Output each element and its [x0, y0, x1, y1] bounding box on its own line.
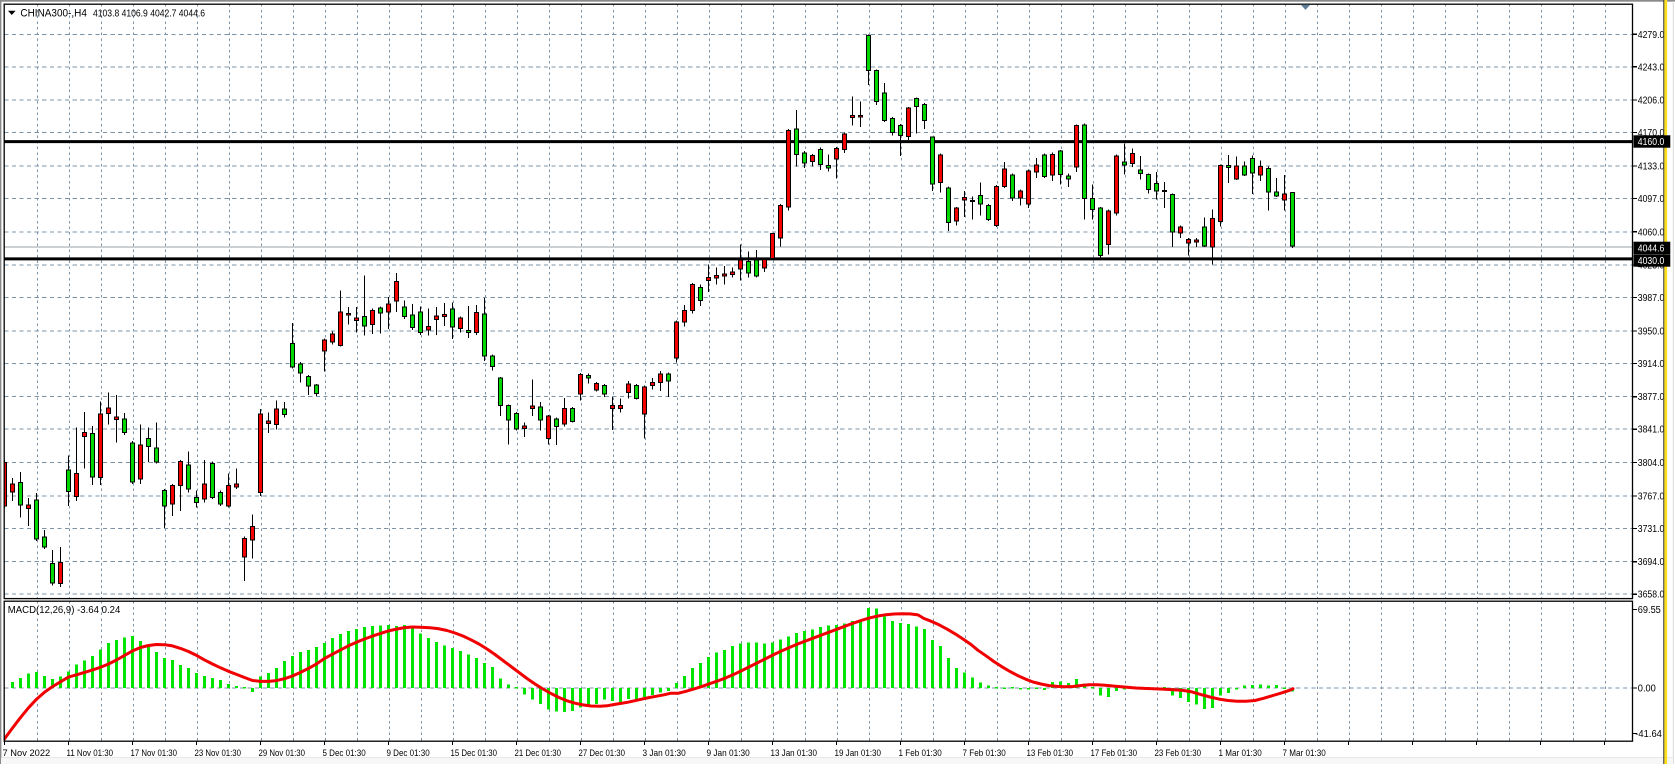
svg-text:3731.0: 3731.0 — [1638, 524, 1665, 535]
svg-text:3 Jan 01:30: 3 Jan 01:30 — [643, 748, 686, 759]
svg-text:3841.0: 3841.0 — [1638, 425, 1665, 436]
svg-text:11 Nov 01:30: 11 Nov 01:30 — [67, 748, 114, 759]
svg-text:27 Dec 01:30: 27 Dec 01:30 — [579, 748, 626, 759]
svg-text:9 Dec 01:30: 9 Dec 01:30 — [387, 748, 430, 759]
svg-text:4030.0: 4030.0 — [1638, 256, 1665, 267]
svg-text:7 Nov 2022: 7 Nov 2022 — [3, 748, 51, 759]
svg-text:3987.0: 3987.0 — [1638, 293, 1665, 304]
svg-text:4060.0: 4060.0 — [1638, 227, 1665, 238]
svg-text:23 Feb 01:30: 23 Feb 01:30 — [1155, 748, 1202, 759]
svg-text:3767.0: 3767.0 — [1638, 491, 1665, 502]
svg-text:0.00: 0.00 — [1638, 684, 1656, 695]
svg-text:4243.0: 4243.0 — [1638, 62, 1665, 73]
svg-text:15 Dec 01:30: 15 Dec 01:30 — [451, 748, 498, 759]
svg-text:MACD(12,26,9) -3.64 0.24: MACD(12,26,9) -3.64 0.24 — [8, 605, 121, 616]
svg-text:1 Feb 01:30: 1 Feb 01:30 — [899, 748, 942, 759]
svg-text:69.55: 69.55 — [1638, 605, 1661, 616]
svg-text:5 Dec 01:30: 5 Dec 01:30 — [323, 748, 366, 759]
svg-text:3658.0: 3658.0 — [1638, 590, 1665, 601]
svg-text:4160.0: 4160.0 — [1638, 137, 1665, 148]
svg-text:9 Jan 01:30: 9 Jan 01:30 — [707, 748, 750, 759]
svg-text:4103.8 4106.9 4042.7 4044.6: 4103.8 4106.9 4042.7 4044.6 — [93, 8, 205, 20]
svg-text:4206.0: 4206.0 — [1638, 96, 1665, 107]
svg-text:4044.6: 4044.6 — [1638, 244, 1665, 255]
svg-text:13 Jan 01:30: 13 Jan 01:30 — [771, 748, 818, 759]
svg-text:3804.0: 3804.0 — [1638, 458, 1665, 469]
svg-text:17 Feb 01:30: 17 Feb 01:30 — [1091, 748, 1138, 759]
svg-text:4170.0: 4170.0 — [1638, 128, 1665, 139]
svg-text:19 Jan 01:30: 19 Jan 01:30 — [835, 748, 882, 759]
svg-text:4279.0: 4279.0 — [1638, 30, 1665, 41]
svg-text:4097.0: 4097.0 — [1638, 194, 1665, 205]
svg-text:-41.64: -41.64 — [1635, 729, 1662, 740]
svg-text:29 Nov 01:30: 29 Nov 01:30 — [259, 748, 306, 759]
svg-text:23 Nov 01:30: 23 Nov 01:30 — [195, 748, 242, 759]
svg-text:17 Nov 01:30: 17 Nov 01:30 — [131, 748, 178, 759]
svg-text:3877.0: 3877.0 — [1638, 392, 1665, 403]
svg-text:3950.0: 3950.0 — [1638, 326, 1665, 337]
svg-text:1 Mar 01:30: 1 Mar 01:30 — [1219, 748, 1262, 759]
svg-text:13 Feb 01:30: 13 Feb 01:30 — [1027, 748, 1074, 759]
svg-text:CHINA300-,H4: CHINA300-,H4 — [20, 8, 87, 20]
svg-text:3914.0: 3914.0 — [1638, 359, 1665, 370]
svg-text:4133.0: 4133.0 — [1638, 161, 1665, 172]
svg-text:7 Mar 01:30: 7 Mar 01:30 — [1283, 748, 1326, 759]
svg-text:7 Feb 01:30: 7 Feb 01:30 — [963, 748, 1006, 759]
svg-text:21 Dec 01:30: 21 Dec 01:30 — [515, 748, 562, 759]
svg-text:3694.0: 3694.0 — [1638, 557, 1665, 568]
